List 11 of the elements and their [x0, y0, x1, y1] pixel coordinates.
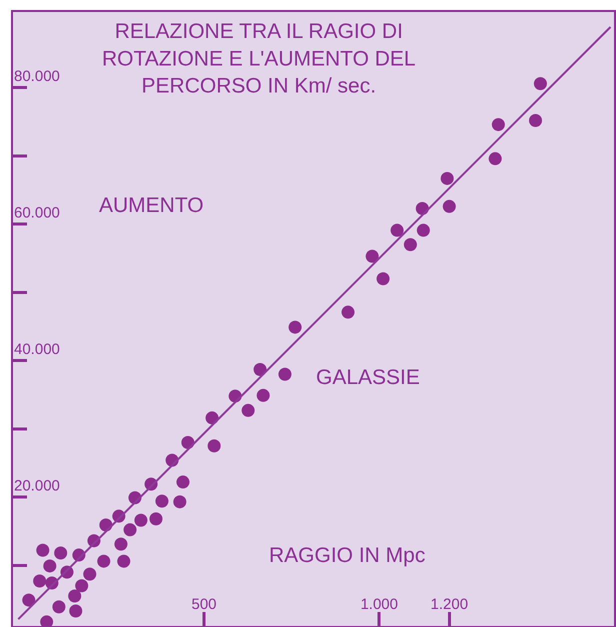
y-tick-label: 60.000 — [14, 204, 60, 222]
y-tick-label: 40.000 — [14, 340, 60, 358]
annotation: GALASSIE — [316, 366, 420, 389]
x-tick-label: 500 — [191, 596, 217, 613]
x-tick-label: 1.000 — [360, 596, 398, 613]
text: RELAZIONE TRA IL RAGIO DI ROTAZIONE E L'AUMENTO DEL PERCORSO IN Km/ sec. — [102, 20, 416, 98]
x-tick-label: 1.200 — [430, 596, 468, 613]
y-axis-title: AUMENTO — [99, 194, 204, 217]
y-tick-label: 20.000 — [14, 477, 60, 494]
x-axis-title: RAGGIO IN Mpc — [269, 544, 426, 567]
y-tick-label: 80.000 — [14, 68, 60, 85]
